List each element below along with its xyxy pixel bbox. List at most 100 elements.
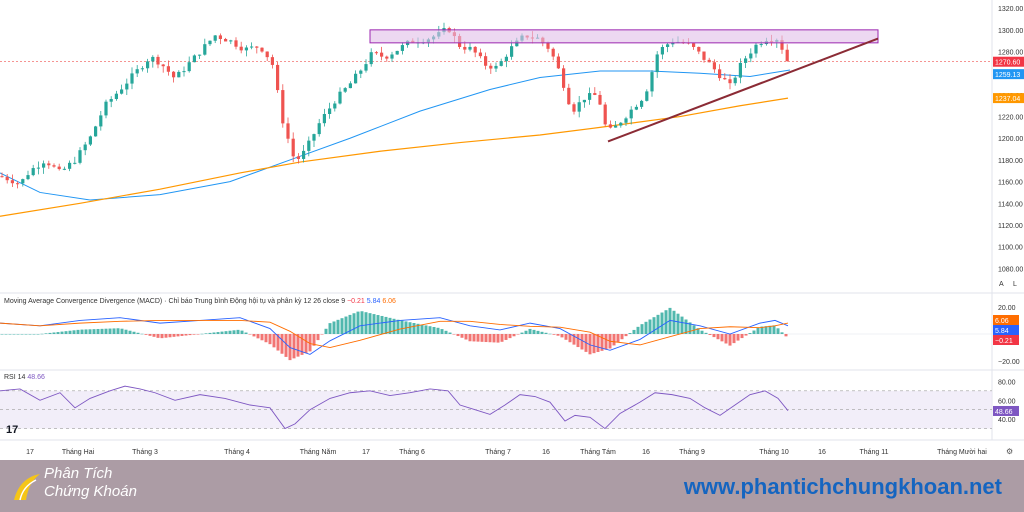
macd-histogram-bar [480,334,484,342]
macd-histogram-bar [428,326,432,334]
price-tick-label: 1100.00 [998,245,1023,252]
macd-histogram-bar [12,334,16,335]
candle-body [588,93,592,100]
candle-body [276,64,280,91]
macd-histogram-bar [540,331,544,334]
macd-histogram-bar [156,334,160,338]
macd-histogram-bar [732,334,736,344]
macd-histogram-bar [352,313,356,334]
price-tick-label: 1160.00 [998,180,1023,187]
support-trendline [607,37,879,143]
resistance-zone [369,29,879,44]
macd-histogram-value: −0.21 [347,298,365,305]
brand-logo-icon [14,474,40,501]
price-tick-label: 1200.00 [998,136,1023,143]
macd-histogram-bar [708,334,712,335]
tradingview-logo[interactable]: 17 [6,424,19,436]
candle-body [697,46,701,52]
macd-histogram-bar [504,334,508,340]
macd-histogram-bar [652,317,656,334]
trading-chart[interactable]: 1320.001300.001280.001260.001240.001220.… [0,0,1024,460]
candle-body [738,62,742,78]
rsi-tick-label: 80.00 [998,379,1016,386]
macd-histogram-bar [328,323,332,334]
candle-body [270,57,274,65]
candle-body [218,35,222,39]
macd-title[interactable]: Moving Average Convergence Divergence (M… [4,298,396,305]
candle-body [68,162,72,169]
macd-histogram-bar [88,329,92,334]
macd-histogram-bar [340,318,344,334]
macd-histogram-bar [476,334,480,342]
candle-body [26,175,30,180]
candle-body [400,45,404,51]
candle-body [478,52,482,57]
time-axis-label: Tháng Hai [62,449,95,456]
macd-histogram-bar [324,328,328,334]
macd-histogram-bar [528,328,532,334]
macd-histogram-bar [612,334,616,346]
candle-body [380,52,384,57]
candle-body [125,83,129,90]
macd-histogram-bar [512,334,516,337]
candle-body [224,38,228,42]
candle-body [187,62,191,72]
macd-histogram-bar [416,323,420,334]
candle-body [234,40,238,47]
macd-histogram-bar [292,334,296,359]
candle-body [582,99,586,103]
macd-signal-line [0,319,789,349]
macd-histogram-bar [296,334,300,357]
macd-histogram-bar [364,312,368,334]
macd-histogram-bar [760,326,764,334]
candle-body [0,176,4,178]
macd-histogram-bar [488,334,492,343]
macd-histogram-bar [704,332,708,334]
macd-histogram-bar [16,334,20,335]
macd-histogram-bar [492,334,496,343]
macd-histogram-bar [424,325,428,334]
auto-scale-button[interactable]: A [999,281,1004,288]
ma-200-line [0,97,789,217]
macd-histogram-bar [48,332,52,334]
macd-histogram-bar [700,330,704,334]
candle-body [161,64,165,67]
price-axis: 1320.001300.001280.001260.001240.001220.… [993,6,1024,273]
candle-body [473,46,477,53]
candle-body [598,94,602,105]
candle-body [333,103,337,109]
macd-histogram-bar [228,330,232,334]
macd-line-value: 5.84 [366,298,381,305]
macd-histogram-bar [588,334,592,355]
macd-histogram-bar [188,334,192,336]
candle-body [250,46,254,48]
candle-body [463,46,467,50]
website-link[interactable]: www.phantichchungkhoan.net [683,474,1002,499]
candle-body [213,35,217,41]
candle-body [109,99,113,102]
macd-histogram-bar [4,334,8,335]
settings-icon[interactable]: ⚙ [1006,447,1014,456]
macd-histogram-bar [172,334,176,337]
macd-histogram-bar [664,310,668,334]
candle-body [135,69,139,74]
candle-body [120,89,124,94]
candle-body [494,65,498,69]
macd-histogram-bar [548,333,552,335]
rsi-tick-label: 60.00 [998,398,1016,405]
log-scale-button[interactable]: L [1013,281,1017,288]
macd-histogram-bar [104,328,108,334]
candle-body [239,46,243,51]
price-tick-label: 1140.00 [998,201,1023,208]
candle-body [312,134,316,141]
macd-histogram-bar [56,332,60,334]
macd-title-text: Moving Average Convergence Divergence (M… [4,298,346,305]
candle-body [104,101,108,116]
candle-body [182,71,186,73]
candle-body [619,122,623,126]
time-axis-label: Tháng 6 [399,449,425,456]
macd-histogram-bar [140,333,144,335]
rsi-title[interactable]: RSI 14 48.66 [4,374,45,381]
macd-histogram-bar [776,328,780,334]
macd-histogram-bar [100,328,104,334]
